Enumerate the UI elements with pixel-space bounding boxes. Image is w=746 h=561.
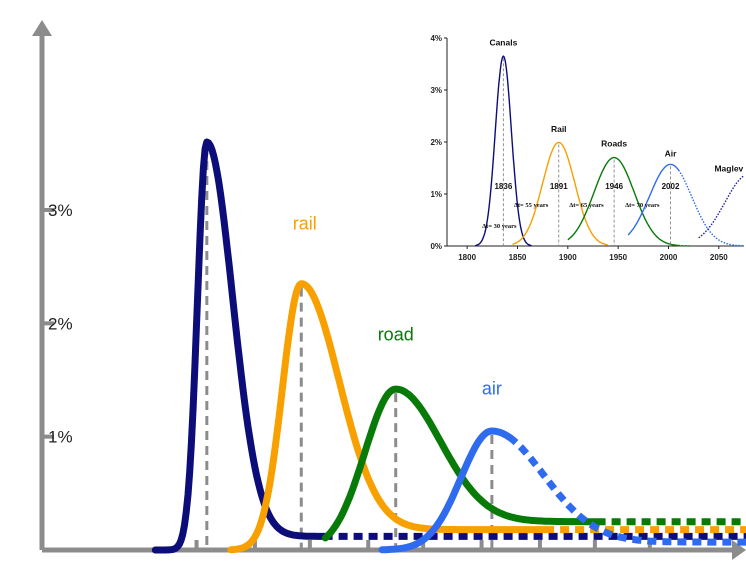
inset-interval-air: Δt= 70 years <box>625 202 660 209</box>
inset-y-tick-label: 3% <box>430 86 442 95</box>
inset-series-label-canals: Canals <box>489 37 517 47</box>
inset-forecast-maglev <box>698 175 745 239</box>
inset-line-air <box>627 163 680 236</box>
inset-series-labels: 1836 Δt= 30 years Canals 1891 Δt= 55 years Ra… <box>482 37 743 229</box>
y-axis-arrow <box>32 20 52 36</box>
inset-x-tick-label: 1850 <box>509 253 527 262</box>
inset-interval-canals: Δt= 30 years <box>482 223 517 230</box>
inset-series-label-maglev: Maglev <box>714 163 743 173</box>
series-label-air: air <box>482 379 502 399</box>
inset-interval-rail: Δt= 55 years <box>514 202 549 209</box>
inset-line-canals <box>475 55 532 247</box>
inset-line-rail <box>512 141 609 246</box>
inset-forecast-air <box>678 169 744 247</box>
inset-series-curves <box>475 55 745 247</box>
series-line-canals <box>151 138 328 554</box>
inset-y-tick-label: 1% <box>430 190 442 199</box>
inset-x-tick-label: 2050 <box>710 253 728 262</box>
inset-line-roads <box>567 156 679 247</box>
y-tick-label: 1% <box>48 428 73 447</box>
inset-y-tick-label: 4% <box>430 34 442 43</box>
inset-interval-roads: Δt= 65 years <box>569 202 604 209</box>
inset-axes: 0% 1% 2% 3% 4% 1800 1850 1900 1950 2000 2050 <box>430 34 744 262</box>
x-axis-arrow <box>732 540 746 560</box>
inset-series-label-roads: Roads <box>601 138 627 148</box>
series-line-air <box>378 427 513 554</box>
inset-peak-year-roads: 1946 <box>605 182 623 191</box>
inset-chart: 0% 1% 2% 3% 4% 1800 1850 1900 1950 2000 2050 1836 Δ… <box>430 34 745 262</box>
main-series-curves <box>151 138 746 554</box>
inset-x-tick-label: 1900 <box>559 253 577 262</box>
inset-series-label-air: Air <box>665 149 678 159</box>
y-tick-label: 2% <box>48 314 73 333</box>
inset-x-tick-label: 2000 <box>660 253 678 262</box>
inset-x-tick-label: 1800 <box>458 253 476 262</box>
inset-y-tick-label: 2% <box>430 138 442 147</box>
inset-peak-year-canals: 1836 <box>494 182 512 191</box>
inset-peak-year-rail: 1891 <box>550 182 568 191</box>
inset-peak-year-air: 2002 <box>662 182 680 191</box>
series-label-rail: rail <box>293 213 317 233</box>
main-series-labels: canalsrailroadair <box>293 213 502 399</box>
series-label-road: road <box>378 324 414 344</box>
inset-y-tick-label: 0% <box>430 242 442 251</box>
series-line-rail <box>227 280 549 554</box>
y-tick-label: 3% <box>48 201 73 220</box>
inset-series-label-rail: Rail <box>551 124 567 134</box>
inset-x-tick-label: 1950 <box>609 253 627 262</box>
